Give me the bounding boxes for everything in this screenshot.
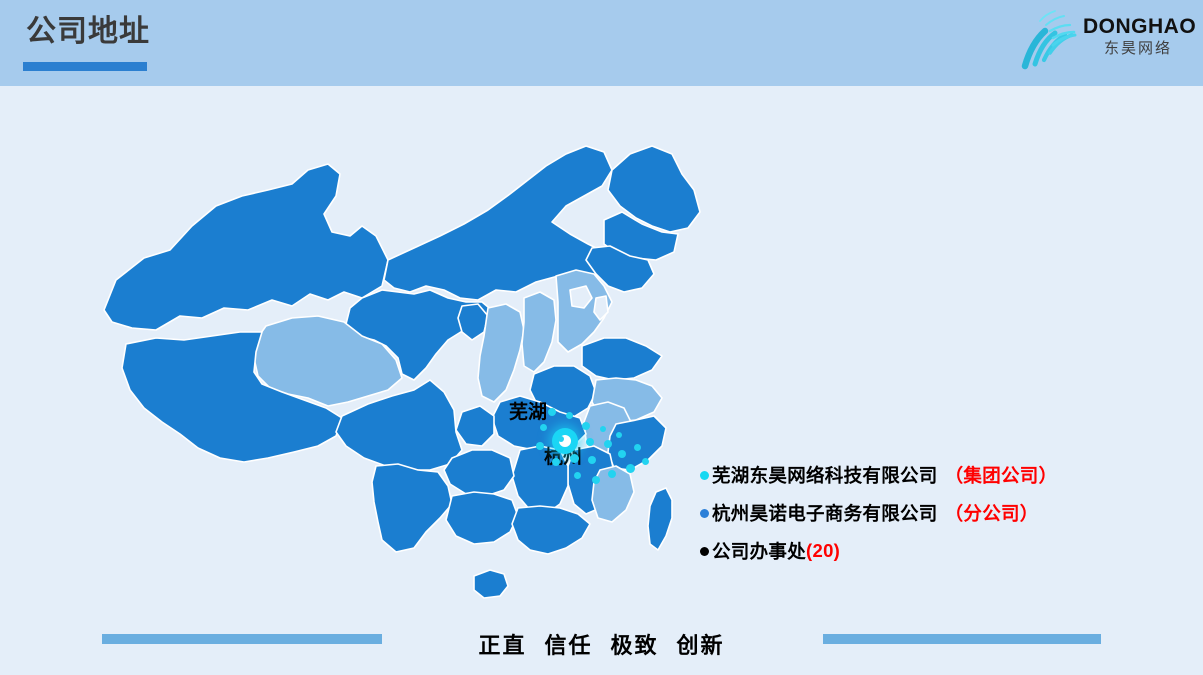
legend-item-tag: (20) [806, 540, 841, 561]
footer-slogan: 正直 信任 极致 创新 [0, 628, 1203, 660]
province-shaanxi [477, 303, 525, 403]
legend: 芜湖东昊网络科技有限公司 （集团公司） 杭州昊诺电子商务有限公司 （分公司） 公… [700, 456, 1120, 570]
map-marker-wuhu-headquarters[interactable] [552, 428, 578, 454]
map-office-dot [616, 432, 622, 438]
map-office-dot [540, 424, 547, 431]
map-office-dot [626, 464, 635, 473]
map-office-dot [558, 436, 564, 442]
map-office-dot [552, 458, 560, 466]
page-title: 公司地址 [26, 15, 150, 48]
legend-bullet-icon [700, 546, 709, 556]
title-underline-bar [23, 62, 147, 71]
province-guangxi [445, 491, 519, 545]
province-sichuan [335, 379, 463, 471]
legend-item-label: 芜湖东昊网络科技有限公司 [712, 465, 938, 486]
province-zhejiang [607, 415, 667, 471]
map-office-dot [574, 472, 581, 479]
province-xinjiang [103, 163, 389, 331]
logo-english-name: DONGHAO [1083, 15, 1197, 38]
map-office-dot [586, 438, 594, 446]
province-qinghai [253, 315, 403, 407]
slogan-word: 信任 [544, 633, 593, 658]
map-office-dot [588, 456, 596, 464]
slogan-word: 正直 [478, 633, 527, 658]
province-ningxia [457, 303, 489, 341]
map-office-dot [536, 442, 544, 450]
province-hainan [473, 569, 509, 599]
legend-item-label: 杭州昊诺电子商务有限公司 [712, 503, 938, 524]
province-shanxi [521, 291, 557, 373]
footer-bar-right [823, 634, 1101, 644]
company-logo: DONGHAO 东昊网络 [1015, 6, 1197, 76]
map-office-dot [600, 426, 606, 432]
slogan-word: 极致 [610, 633, 659, 658]
map-office-dot [608, 470, 616, 478]
map-office-dot [634, 444, 641, 451]
province-liaoning [585, 245, 655, 293]
province-fujian [591, 465, 635, 523]
map-office-dot [570, 454, 579, 463]
map-office-dot [604, 440, 612, 448]
map-label-wuhu: 芜湖 [509, 402, 548, 423]
legend-item-offices[interactable]: 公司办事处 (20) [700, 532, 1120, 570]
province-tianjin [593, 295, 609, 321]
legend-item-tag: （分公司） [944, 503, 1039, 524]
china-map-svg [103, 145, 701, 599]
map-office-dot [618, 450, 626, 458]
map-office-dot [566, 412, 573, 419]
province-heilongjiang [607, 145, 701, 233]
province-taiwan [647, 487, 673, 551]
slide-header: 公司地址 DONGHAO 东昊网络 [0, 0, 1203, 86]
logo-chinese-name: 东昊网络 [1103, 40, 1172, 58]
province-chongqing [455, 405, 495, 447]
legend-item-group-company[interactable]: 芜湖东昊网络科技有限公司 （集团公司） [700, 456, 1120, 494]
china-map: 芜湖 杭州 [96, 140, 716, 610]
province-guizhou [443, 449, 515, 497]
province-yunnan [371, 463, 453, 553]
map-office-dot [548, 408, 556, 416]
legend-bullet-icon [700, 508, 709, 518]
legend-item-tag: （集团公司） [944, 465, 1058, 486]
logo-text-block: DONGHAO 东昊网络 [1083, 15, 1197, 59]
map-office-dot [592, 476, 600, 484]
legend-item-branch-company[interactable]: 杭州昊诺电子商务有限公司 （分公司） [700, 494, 1120, 532]
slogan-word: 创新 [676, 633, 725, 658]
donghao-wing-mark-icon [1015, 8, 1083, 74]
legend-bullet-icon [700, 470, 709, 480]
legend-item-label: 公司办事处 [712, 541, 807, 562]
province-beijing [569, 285, 593, 309]
map-office-dot [642, 458, 649, 465]
footer-bar-left [102, 634, 382, 644]
map-office-dot [582, 422, 590, 430]
province-guangdong [511, 505, 591, 555]
province-inner-mongolia [383, 145, 617, 301]
province-shandong [581, 337, 663, 381]
